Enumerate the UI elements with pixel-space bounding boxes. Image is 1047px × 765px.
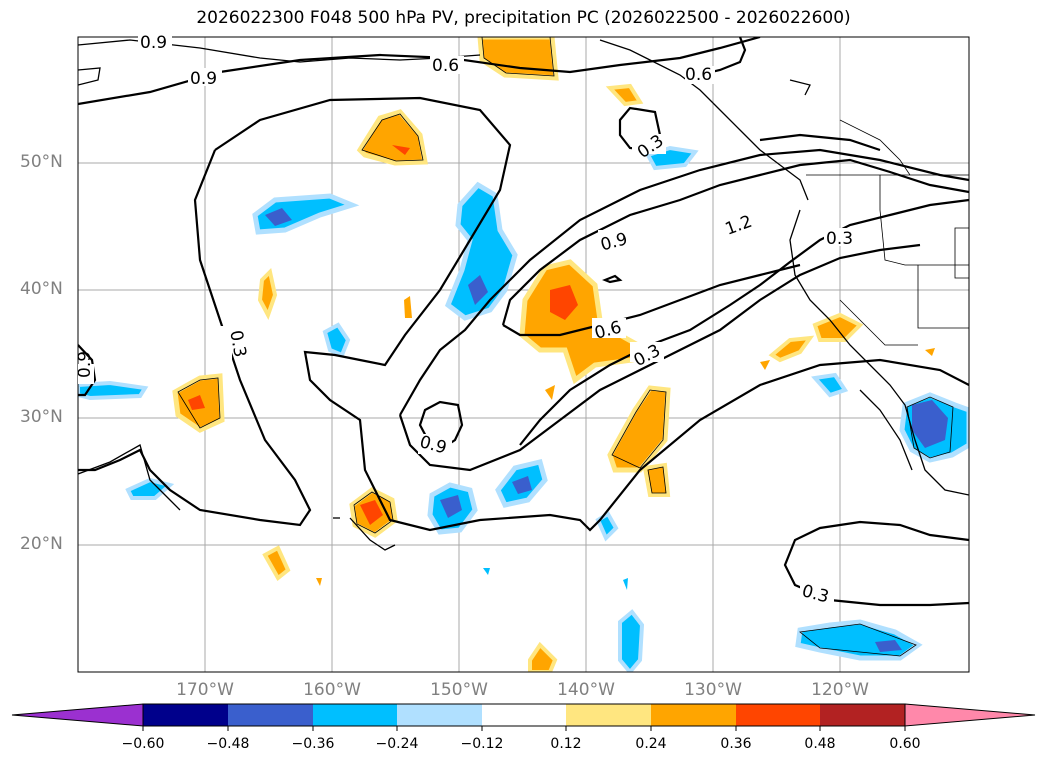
pv-contours [78,37,969,607]
borders [806,119,969,346]
precip-positive-patches [172,37,935,672]
lon-label-170w: 170°W [176,680,234,700]
colorbar-tick: 0.60 [889,736,921,752]
precip-negative-patches [78,145,969,672]
map-frame [77,36,970,673]
colorbar-tick: −0.12 [460,736,504,752]
contour-label: 0.6 [685,65,712,85]
contour-label: 0.9 [190,69,217,89]
lon-label-160w: 160°W [303,680,361,700]
colorbar-tick: −0.48 [206,736,250,752]
lat-label-20n: 20°N [20,534,63,554]
lat-label-40n: 40°N [20,279,63,299]
colorbar-tick: −0.60 [121,736,165,752]
colorbar-tick: 0.24 [635,736,667,752]
colorbar-tick: 0.48 [804,736,836,752]
contour-label: 0.6 [432,56,459,76]
colorbar-tick: 0.12 [550,736,582,752]
contour-label: 0.9 [75,351,95,378]
lon-label-130w: 130°W [684,680,742,700]
lon-label-120w: 120°W [811,680,869,700]
lon-label-140w: 140°W [557,680,615,700]
colorbar-tick: −0.36 [291,736,335,752]
lat-label-30n: 30°N [20,407,63,427]
contour-label: 0.3 [826,229,853,249]
colorbar-tick: 0.36 [720,736,752,752]
contour-label-group: 0.9 0.9 0.6 0.6 0.3 0.9 1.2 0.3 0.3 0.6 … [75,33,858,607]
contour-label: 0.3 [225,329,249,359]
lon-label-150w: 150°W [430,680,488,700]
map-title: 2026022300 F048 500 hPa PV, precipitatio… [196,8,851,28]
contour-label: 0.9 [140,33,167,53]
colorbar [11,703,1036,731]
lat-label-50n: 50°N [20,152,63,172]
colorbar-tick: −0.24 [375,736,419,752]
